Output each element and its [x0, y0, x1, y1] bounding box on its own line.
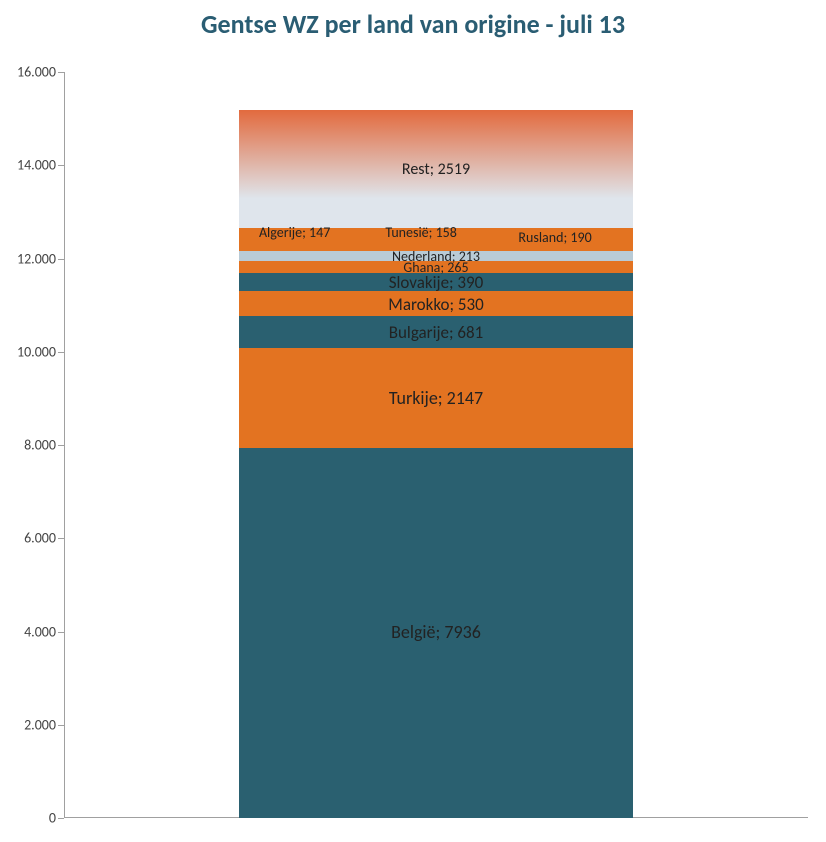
segment-tunesi [239, 235, 633, 242]
plot-area: België; 7936Turkije; 2147Bulgarije; 681M… [64, 72, 808, 818]
y-tick-label: 12.000 [17, 250, 56, 267]
y-tick-label: 10.000 [17, 343, 56, 360]
segment-slovakije [239, 273, 633, 291]
segment-marokko [239, 291, 633, 316]
segment-nederland [239, 251, 633, 261]
y-axis: 02.0004.0006.0008.00010.00012.00014.0001… [0, 72, 64, 818]
segment-rusland [239, 242, 633, 251]
y-tick-label: 8.000 [24, 437, 56, 454]
segment-algerije [239, 228, 633, 235]
segment-turkije [239, 348, 633, 448]
chart-title: Gentse WZ per land van origine - juli 13 [0, 8, 826, 40]
segment-belgi [239, 448, 633, 818]
segment-rest [239, 110, 633, 227]
y-tick-label: 6.000 [24, 530, 56, 547]
y-tick-label: 4.000 [24, 623, 56, 640]
y-tick-label: 0 [49, 810, 56, 827]
y-tick-label: 16.000 [17, 64, 56, 81]
y-axis-line [64, 72, 65, 818]
y-tick-label: 14.000 [17, 157, 56, 174]
chart-container: Gentse WZ per land van origine - juli 13… [0, 0, 826, 842]
segment-ghana [239, 261, 633, 273]
y-tick-label: 2.000 [24, 716, 56, 733]
segment-bulgarije [239, 316, 633, 348]
y-tick [58, 818, 64, 819]
